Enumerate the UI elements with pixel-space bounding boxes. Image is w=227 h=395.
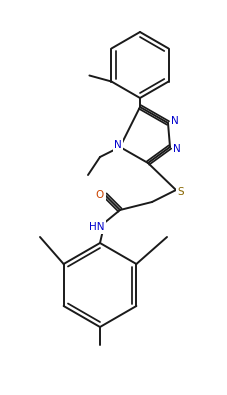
Text: S: S (177, 187, 183, 197)
Text: N: N (114, 140, 121, 150)
Text: O: O (96, 190, 104, 200)
Text: N: N (172, 144, 180, 154)
Text: HN: HN (89, 222, 104, 232)
Text: N: N (170, 116, 178, 126)
